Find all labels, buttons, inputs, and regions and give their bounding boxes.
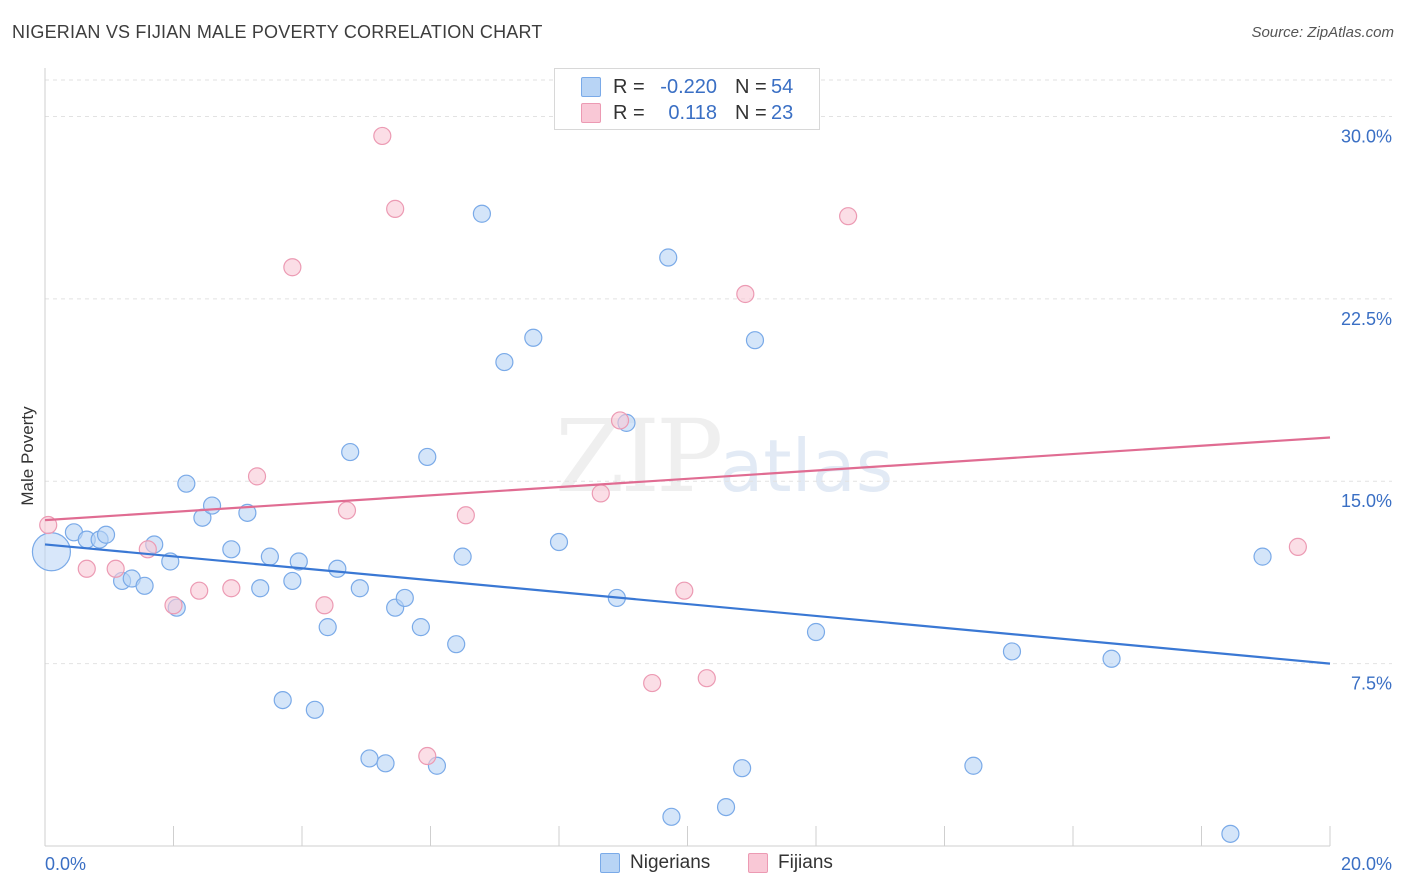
nigerians-point [524,328,543,347]
r-label: R = [613,101,645,124]
nigerians-point [260,547,279,566]
nigerians-point [495,352,514,372]
legend-label: Fijians [778,852,833,873]
fijians-point [418,746,437,766]
y-tick-label: 30.0% [1341,126,1392,146]
x-tick-label: 20.0% [1341,854,1392,874]
fijians-point [77,559,96,578]
nigerians-point [328,559,347,578]
fijians-swatch [581,103,601,123]
nigerians-point [238,503,257,522]
nigerians-point [453,547,472,566]
fijians-point [839,207,858,226]
nigerians-point [350,579,369,598]
watermark-zip: ZIP [555,398,723,515]
nigerians-point [96,525,116,544]
n-label: N = [735,75,767,98]
legend-label: Nigerians [630,852,711,873]
nigerians-point [472,204,491,223]
nigerians-point [318,618,337,637]
fijians-point [337,501,357,520]
fijians-point [222,579,241,598]
series-legend: Nigerians Fijians [0,852,1406,878]
nigerians-point [135,576,154,595]
fijians-trend-line [44,436,1331,522]
nigerians-point [411,618,430,637]
r-value: -0.220 [660,75,717,98]
nigerians-point [418,447,437,467]
fijians-point [164,596,183,615]
fijians-point [697,669,716,688]
nigerians-point [662,807,681,826]
y-tick-label: 22.5% [1341,309,1392,329]
x-tick-label: 0.0% [45,854,86,874]
y-tick-label: 7.5% [1351,674,1392,694]
nigerians-swatch [600,853,620,873]
nigerians-point [395,588,414,608]
n-value: 23 [771,101,794,124]
fijians-point [736,284,755,304]
fijians-point [373,126,392,146]
stats-legend: R = -0.220 N = 54 R = 0.118 N = 23 [554,68,820,130]
nigerians-point [733,759,752,778]
watermark: ZIPatlas [555,398,893,515]
fijians-point [106,559,125,578]
nigerians-point [222,540,241,559]
nigerians-point [659,248,678,267]
nigerians-point [283,571,302,591]
nigerians-point [1102,649,1121,668]
nigerians-point [964,756,983,775]
fijians-point [456,506,475,525]
nigerians-point [360,749,379,768]
fijians-point [591,484,610,503]
nigerians-point [341,442,360,462]
fijians-point [386,199,405,218]
nigerians-point [31,532,72,572]
nigerians-swatch [581,77,601,97]
n-value: 54 [771,75,794,98]
nigerians-point [251,579,270,598]
nigerians-point [745,331,765,350]
n-label: N = [735,101,767,124]
nigerians-point [1253,547,1272,566]
nigerians-point [376,754,395,773]
fijians-point [675,581,694,600]
r-label: R = [613,75,645,98]
nigerians-point [1221,824,1240,843]
source-label: Source: ZipAtlas.com [1251,24,1394,41]
fijians-point [643,673,662,693]
fijians-point [247,467,267,486]
legend-item-nigerians[interactable]: Nigerians [600,852,710,874]
grid-lines [45,79,1392,665]
nigerians-point [447,635,466,654]
tick-labels: 7.5% 15.0% 22.5% 30.0% 0.0% 20.0% [45,126,1392,874]
chart-title: NIGERIAN VS FIJIAN MALE POVERTY CORRELAT… [12,22,543,42]
nigerians-point [305,700,324,719]
nigerians-point [202,496,222,515]
legend-item-fijians[interactable]: Fijians [748,852,833,874]
fijians-point [315,596,334,615]
fijians-point [610,411,630,430]
trend-lines [44,436,1331,665]
nigerians-trend-line [44,543,1331,665]
nigerians-point [1002,642,1022,661]
fijians-point [190,581,209,600]
nigerians-point [549,532,569,552]
nigerians-point [289,552,308,571]
data-points [31,126,1307,843]
nigerians-point [806,622,826,642]
watermark-atlas: atlas [719,424,894,508]
nigerians-point [273,690,292,710]
nigerians-point [716,797,736,817]
y-tick-label: 15.0% [1341,491,1392,511]
fijians-point [283,258,302,277]
fijians-point [1288,537,1307,556]
fijians-swatch [748,853,768,873]
nigerians-point [177,474,196,493]
r-value: 0.118 [668,101,717,124]
axes [44,68,1331,847]
